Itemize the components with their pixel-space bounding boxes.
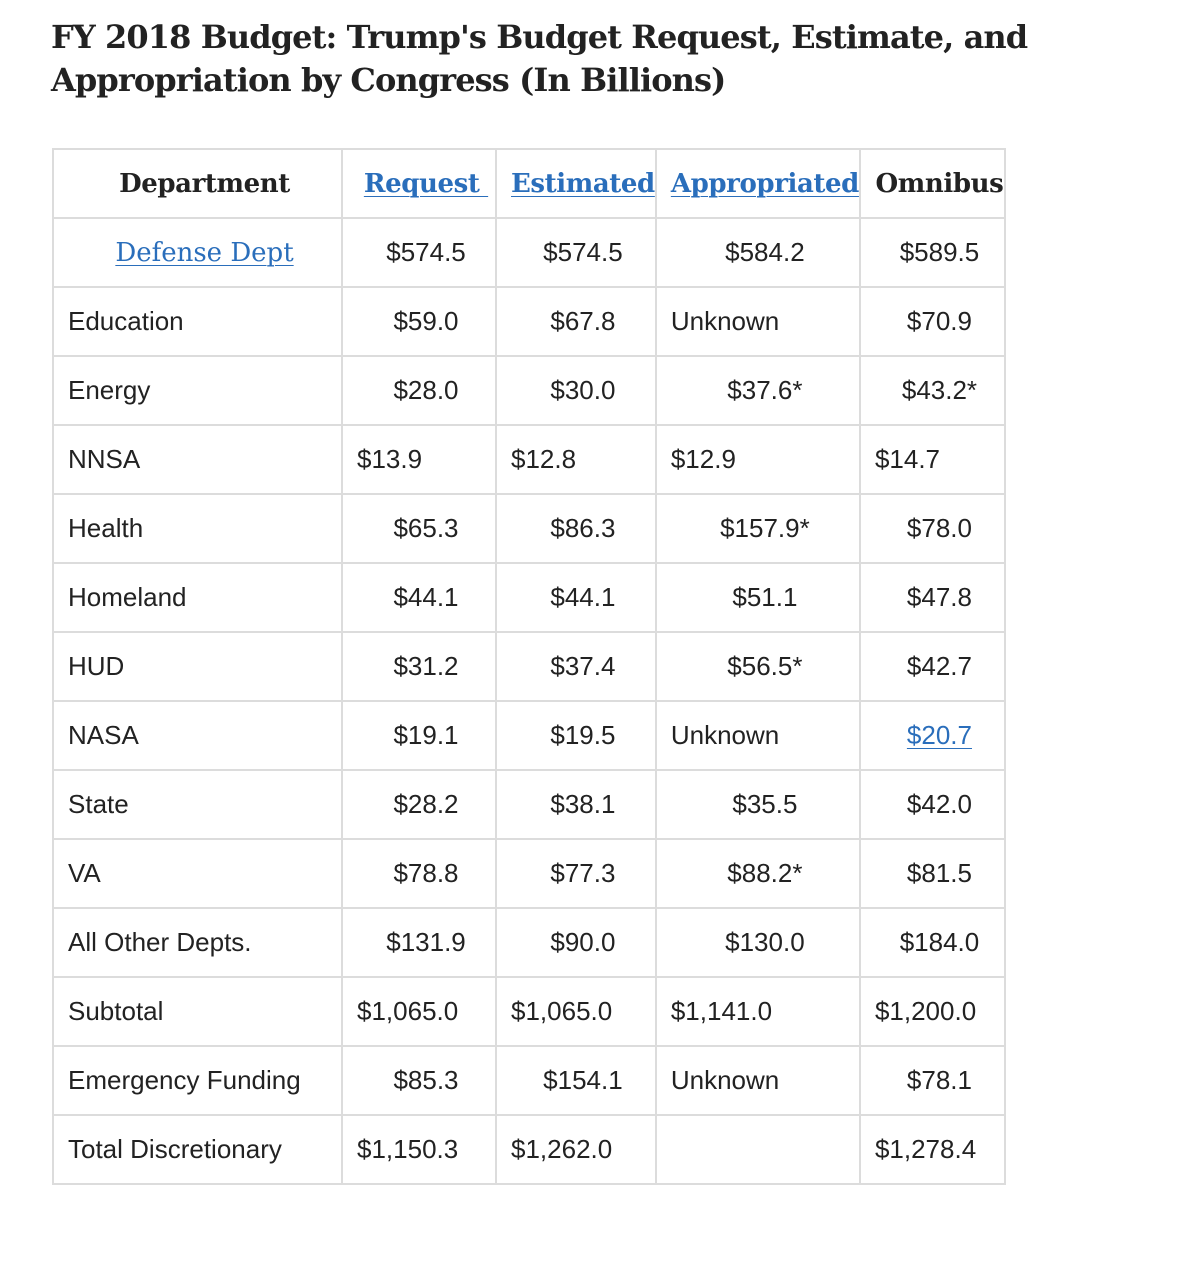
cell-request: $28.2 <box>341 769 497 840</box>
cell-request: $59.0 <box>341 286 497 357</box>
cell-estimated: $90.0 <box>495 907 657 978</box>
cell-request: $78.8 <box>341 838 497 909</box>
column-header-omnibus: Omnibus <box>858 148 1006 219</box>
cell-appropriated: $51.1 <box>654 562 861 633</box>
table-row: Health $65.3 $86.3 $157.9* $78.0 <box>52 493 1006 564</box>
cell-estimated: $154.1 <box>495 1045 657 1116</box>
cell-appropriated: $35.5 <box>654 769 861 840</box>
cell-appropriated: Unknown <box>654 700 861 771</box>
cell-estimated: $574.5 <box>495 217 657 288</box>
cell-department: Homeland <box>52 562 343 633</box>
cell-omnibus: $184.0 <box>858 907 1006 978</box>
table-row: Energy $28.0 $30.0 $37.6* $43.2* <box>52 355 1006 426</box>
cell-appropriated <box>654 1114 861 1185</box>
cell-estimated: $44.1 <box>495 562 657 633</box>
cell-omnibus: $70.9 <box>858 286 1006 357</box>
cell-request: $65.3 <box>341 493 497 564</box>
cell-appropriated: $88.2* <box>654 838 861 909</box>
table-row: Defense Dept $574.5 $574.5 $584.2 $589.5 <box>52 217 1006 288</box>
cell-omnibus: $1,200.0 <box>858 976 1006 1047</box>
cell-omnibus: $81.5 <box>858 838 1006 909</box>
cell-estimated: $86.3 <box>495 493 657 564</box>
request-link[interactable]: Request <box>363 168 489 199</box>
table-row: NNSA $13.9 $12.8 $12.9 $14.7 <box>52 424 1006 495</box>
cell-omnibus: $42.7 <box>858 631 1006 702</box>
page-title: FY 2018 Budget: Trump's Budget Request, … <box>51 18 1028 99</box>
cell-department: Health <box>52 493 343 564</box>
cell-department: Energy <box>52 355 343 426</box>
column-header-request[interactable]: Request <box>341 148 497 219</box>
cell-request: $28.0 <box>341 355 497 426</box>
cell-department: Subtotal <box>52 976 343 1047</box>
cell-appropriated: $12.9 <box>654 424 861 495</box>
cell-request: $13.9 <box>341 424 497 495</box>
cell-omnibus: $42.0 <box>858 769 1006 840</box>
cell-appropriated: $130.0 <box>654 907 861 978</box>
estimated-link[interactable]: Estimated <box>511 168 655 199</box>
cell-omnibus: $589.5 <box>858 217 1006 288</box>
cell-department: All Other Depts. <box>52 907 343 978</box>
cell-department: Emergency Funding <box>52 1045 343 1116</box>
table-row: Emergency Funding $85.3 $154.1 Unknown $78.1 <box>52 1045 1006 1116</box>
cell-department: Total Discretionary <box>52 1114 343 1185</box>
cell-request: $574.5 <box>341 217 497 288</box>
cell-appropriated: $584.2 <box>654 217 861 288</box>
table-header-row: Department Request Estimated Appropriate… <box>52 148 1006 219</box>
cell-request: $1,065.0 <box>341 976 497 1047</box>
budget-table: Department Request Estimated Appropriate… <box>52 148 1006 1185</box>
cell-omnibus[interactable]: $20.7 <box>858 700 1006 771</box>
cell-department: Education <box>52 286 343 357</box>
cell-estimated: $1,065.0 <box>495 976 657 1047</box>
table-row: Homeland $44.1 $44.1 $51.1 $47.8 <box>52 562 1006 633</box>
table-row: NASA $19.1 $19.5 Unknown $20.7 <box>52 700 1006 771</box>
cell-request: $131.9 <box>341 907 497 978</box>
table-row: VA $78.8 $77.3 $88.2* $81.5 <box>52 838 1006 909</box>
column-header-department: Department <box>52 148 343 219</box>
cell-omnibus: $78.0 <box>858 493 1006 564</box>
table-row: Education $59.0 $67.8 Unknown $70.9 <box>52 286 1006 357</box>
table-row: Subtotal $1,065.0 $1,065.0 $1,141.0 $1,200.0 <box>52 976 1006 1047</box>
cell-omnibus: $43.2* <box>858 355 1006 426</box>
cell-omnibus: $78.1 <box>858 1045 1006 1116</box>
nasa-omnibus-link[interactable]: $20.7 <box>906 720 972 750</box>
cell-estimated: $30.0 <box>495 355 657 426</box>
cell-request: $19.1 <box>341 700 497 771</box>
cell-department: HUD <box>52 631 343 702</box>
table-row: Total Discretionary $1,150.3 $1,262.0 $1,27… <box>52 1114 1006 1185</box>
cell-department[interactable]: Defense Dept <box>52 217 343 288</box>
cell-estimated: $77.3 <box>495 838 657 909</box>
cell-appropriated: $157.9* <box>654 493 861 564</box>
table-row: State $28.2 $38.1 $35.5 $42.0 <box>52 769 1006 840</box>
cell-appropriated: Unknown <box>654 286 861 357</box>
defense-dept-link[interactable]: Defense Dept <box>115 238 294 268</box>
column-header-appropriated[interactable]: Appropriated <box>654 148 861 219</box>
cell-estimated: $37.4 <box>495 631 657 702</box>
cell-department: VA <box>52 838 343 909</box>
cell-omnibus: $47.8 <box>858 562 1006 633</box>
cell-omnibus: $14.7 <box>858 424 1006 495</box>
column-header-estimated[interactable]: Estimated <box>495 148 657 219</box>
table-row: HUD $31.2 $37.4 $56.5* $42.7 <box>52 631 1006 702</box>
cell-request: $85.3 <box>341 1045 497 1116</box>
table-row: All Other Depts. $131.9 $90.0 $130.0 $184.0 <box>52 907 1006 978</box>
cell-appropriated: $56.5* <box>654 631 861 702</box>
cell-department: State <box>52 769 343 840</box>
cell-request: $44.1 <box>341 562 497 633</box>
cell-request: $31.2 <box>341 631 497 702</box>
cell-estimated: $12.8 <box>495 424 657 495</box>
cell-appropriated: $1,141.0 <box>654 976 861 1047</box>
cell-appropriated: $37.6* <box>654 355 861 426</box>
cell-estimated: $1,262.0 <box>495 1114 657 1185</box>
cell-department: NASA <box>52 700 343 771</box>
cell-appropriated: Unknown <box>654 1045 861 1116</box>
cell-omnibus: $1,278.4 <box>858 1114 1006 1185</box>
cell-estimated: $67.8 <box>495 286 657 357</box>
cell-department: NNSA <box>52 424 343 495</box>
cell-estimated: $19.5 <box>495 700 657 771</box>
cell-estimated: $38.1 <box>495 769 657 840</box>
appropriated-link[interactable]: Appropriated <box>670 168 860 199</box>
cell-request: $1,150.3 <box>341 1114 497 1185</box>
